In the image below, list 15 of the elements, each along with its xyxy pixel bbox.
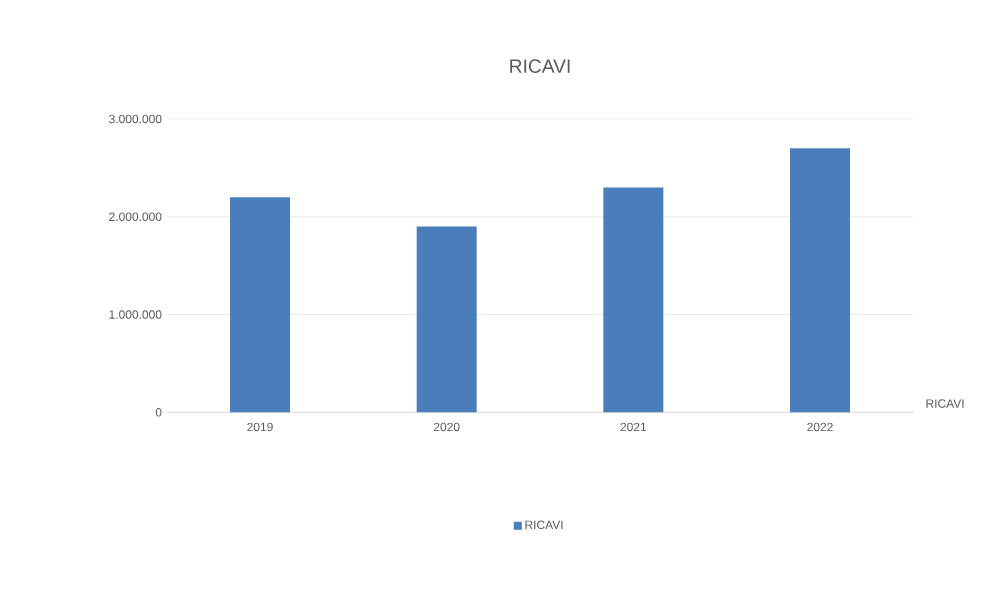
text: RICAVI — [926, 399, 964, 408]
chart-title: RICAVI — [510, 59, 570, 73]
y-tick-label: 3.000.000 — [109, 114, 162, 124]
bar — [790, 148, 850, 413]
bar — [603, 187, 664, 413]
bar — [230, 197, 291, 413]
y-tick-label: 2.000.000 — [109, 212, 162, 222]
y-tick-label: 1.000.000 — [109, 310, 162, 319]
x-tick-label: 2022 — [807, 422, 833, 432]
y-tick-label: 0 — [155, 408, 162, 417]
legend-label: RICAVI — [525, 520, 563, 530]
x-tick-label: 2021 — [620, 422, 647, 432]
bar — [416, 226, 477, 413]
x-tick-label: 2020 — [433, 422, 460, 432]
x-tick-label: 2019 — [247, 422, 273, 432]
